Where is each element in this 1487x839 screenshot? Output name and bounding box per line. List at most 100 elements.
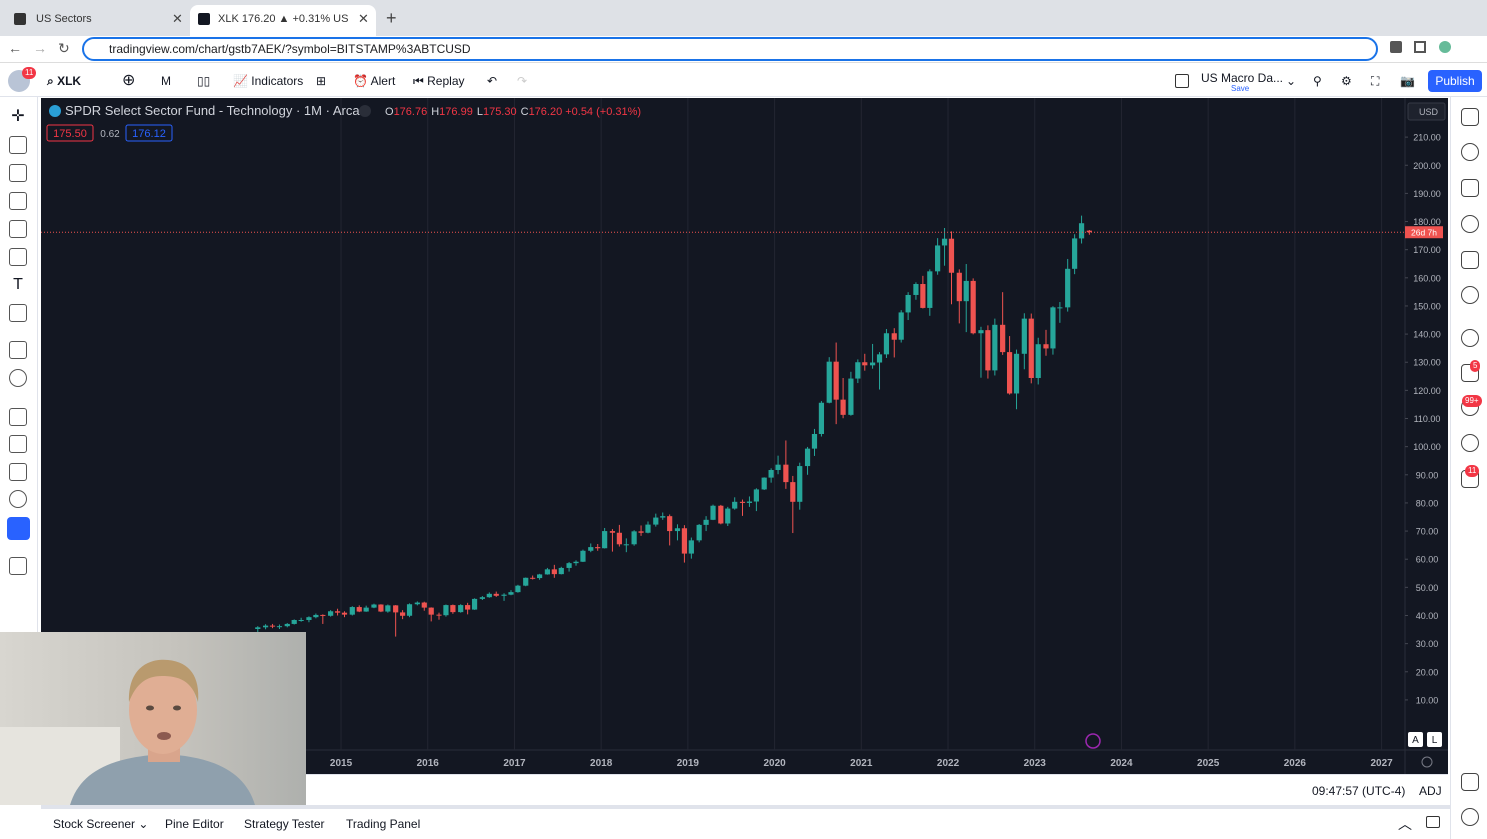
- close-tab[interactable]: ✕: [358, 11, 369, 26]
- x-tick-label: 2024: [1110, 758, 1133, 769]
- bottom-tab[interactable]: Trading Panel: [346, 817, 421, 831]
- candle-body: [291, 619, 297, 624]
- save-label[interactable]: Save: [1231, 84, 1250, 93]
- ohlc-value: 176.76: [394, 106, 428, 118]
- tab[interactable]: US Sectors: [4, 7, 184, 33]
- ask: 176.12: [132, 128, 166, 140]
- collapse[interactable]: ︿: [1398, 816, 1412, 832]
- quick-search[interactable]: ⚲: [1313, 74, 1322, 88]
- candle-body: [298, 619, 304, 621]
- chats[interactable]: [1461, 329, 1479, 347]
- adj[interactable]: ADJ: [1419, 784, 1442, 798]
- snapshot[interactable]: 📷: [1400, 74, 1415, 88]
- symbol-search[interactable]: ⌕ XLK: [47, 74, 82, 88]
- broadcast[interactable]: [1461, 434, 1479, 452]
- brush-tool[interactable]: [9, 248, 27, 266]
- ideas[interactable]: [1461, 286, 1479, 304]
- bottom-tab[interactable]: Pine Editor: [165, 817, 224, 831]
- hotlists[interactable]: [1461, 215, 1479, 233]
- stay-drawing[interactable]: [9, 435, 27, 453]
- sync-tool[interactable]: [7, 517, 30, 540]
- y-tick-label: 30.00: [1416, 639, 1439, 649]
- pattern-tool[interactable]: [9, 192, 27, 210]
- details[interactable]: [1461, 179, 1479, 197]
- alerts[interactable]: [1461, 143, 1479, 161]
- layout-icon[interactable]: [1175, 74, 1189, 88]
- address-bar[interactable]: tradingview.com/chart/gstb7AEK/?symbol=B…: [82, 37, 1378, 61]
- help[interactable]: [1461, 808, 1479, 826]
- templates[interactable]: ⊞: [316, 74, 327, 88]
- replay-button[interactable]: ⏮ Replay: [413, 74, 465, 88]
- currency-button[interactable]: [1407, 102, 1446, 121]
- zoom-tool[interactable]: [9, 369, 27, 387]
- layout-name[interactable]: US Macro Da...: [1201, 71, 1284, 85]
- icon-tool[interactable]: [9, 304, 27, 322]
- events-marker[interactable]: [1085, 733, 1101, 749]
- candle-body: [956, 272, 962, 302]
- prediction-tool[interactable]: [9, 220, 27, 238]
- bid-box[interactable]: [46, 124, 94, 142]
- new-tab[interactable]: +: [386, 8, 397, 28]
- magnet-tool[interactable]: [9, 408, 27, 426]
- active-tab[interactable]: [190, 5, 376, 36]
- fullscreen[interactable]: ⛶: [1371, 74, 1380, 88]
- indicators-button[interactable]: 📈 Indicators: [233, 74, 304, 88]
- candle-body: [523, 577, 529, 586]
- side-panel[interactable]: [1414, 41, 1426, 53]
- maximize[interactable]: [1426, 816, 1440, 828]
- back[interactable]: ←: [8, 40, 22, 56]
- webcam-frame: [0, 659, 255, 805]
- candle-body: [393, 605, 399, 613]
- y-tick-label: 100.00: [1413, 442, 1441, 452]
- compare[interactable]: ⊕: [122, 72, 136, 89]
- reload[interactable]: ↻: [58, 40, 70, 56]
- log-scale[interactable]: [1427, 732, 1442, 747]
- trend-line-tool[interactable]: [9, 136, 27, 154]
- candle-body: [783, 464, 789, 483]
- watchlist[interactable]: [1461, 108, 1479, 126]
- delete-tool[interactable]: [9, 557, 27, 575]
- settings[interactable]: ⚙: [1341, 74, 1352, 88]
- replay-label: Replay: [427, 74, 465, 88]
- x-tick-label: 2022: [937, 758, 960, 769]
- candle-body: [1057, 307, 1063, 309]
- shirt: [70, 754, 255, 805]
- y-tick-label: 160.00: [1413, 273, 1441, 283]
- x-tick-label: 2015: [330, 758, 353, 769]
- bottom-tab[interactable]: Stock Screener ⌄: [53, 817, 149, 831]
- alert-button[interactable]: ⏰ Alert: [353, 74, 396, 88]
- fib-tool[interactable]: [9, 164, 27, 182]
- y-tick-label: 60.00: [1416, 555, 1439, 565]
- candle-body: [935, 245, 941, 272]
- tab[interactable]: XLK 176.20 ▲ +0.31% US Mac: [186, 7, 352, 33]
- undo[interactable]: ↶: [487, 74, 498, 88]
- auto-scale[interactable]: [1408, 732, 1423, 747]
- eye: [173, 705, 181, 711]
- crosshair-tool[interactable]: ✛: [11, 108, 25, 125]
- candle-body: [696, 524, 702, 541]
- text-tool[interactable]: T: [13, 276, 23, 293]
- candle-body: [328, 611, 334, 616]
- extensions[interactable]: [1390, 41, 1402, 53]
- axis-settings[interactable]: [1421, 756, 1433, 768]
- candle-body: [797, 466, 803, 502]
- layout-menu[interactable]: ⌄: [1286, 74, 1297, 88]
- publish-button[interactable]: Publish: [1428, 70, 1482, 92]
- redo[interactable]: ↷: [517, 74, 528, 88]
- lock-tool[interactable]: [9, 463, 27, 481]
- bid: 175.50: [53, 128, 87, 140]
- object-tree[interactable]: [1461, 773, 1479, 791]
- measure-tool[interactable]: [9, 341, 27, 359]
- forward[interactable]: →: [33, 40, 47, 56]
- hide-tool[interactable]: [9, 490, 27, 508]
- chart-style[interactable]: ▯▯: [197, 74, 211, 88]
- profile[interactable]: [1439, 41, 1451, 53]
- candle-body: [862, 362, 868, 366]
- close-tab[interactable]: ✕: [172, 11, 183, 26]
- badge: 11: [1465, 465, 1480, 477]
- interval[interactable]: M: [161, 70, 171, 92]
- ask-box[interactable]: [125, 124, 173, 142]
- calendar[interactable]: [1461, 251, 1479, 269]
- webcam-video: [0, 632, 306, 805]
- bottom-tab[interactable]: Strategy Tester: [244, 817, 325, 831]
